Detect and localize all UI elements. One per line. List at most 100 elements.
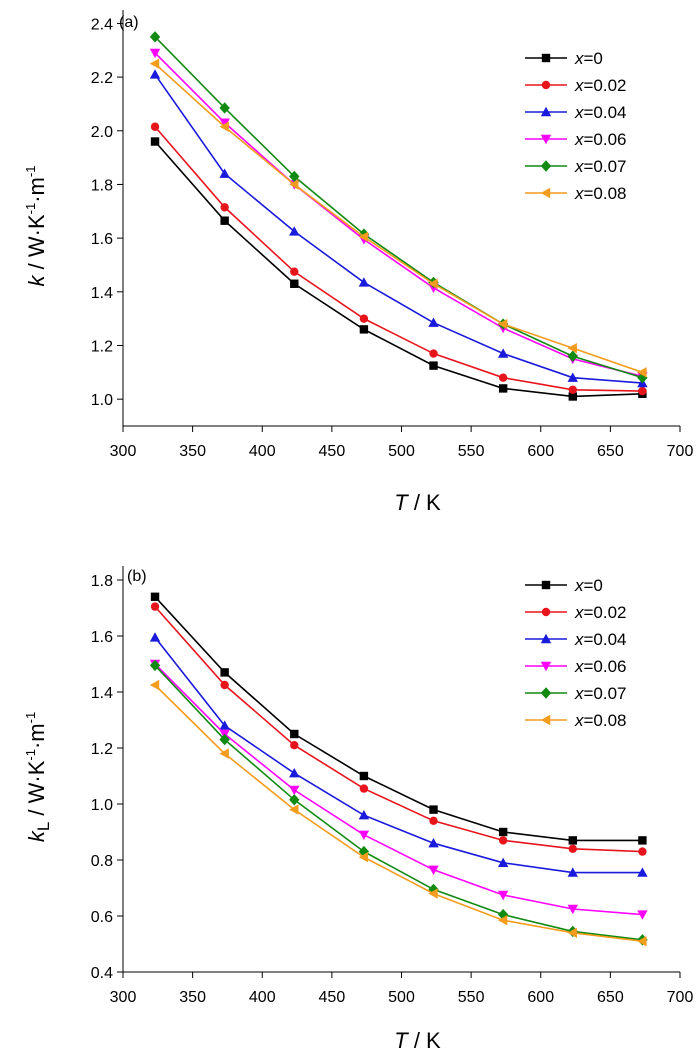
x-axis-label-var: T: [394, 1028, 409, 1053]
series-line: [154, 36, 643, 379]
series-x=0.06: [149, 659, 648, 920]
data-point: [497, 318, 508, 330]
legend-label-var: x: [574, 76, 584, 95]
x-tick-label: 500: [388, 443, 415, 460]
data-point: [150, 122, 160, 131]
data-point: [358, 810, 370, 820]
data-point: [638, 847, 647, 856]
data-point: [150, 137, 160, 146]
series-x=0: [150, 592, 647, 845]
legend-label-var: x: [574, 49, 584, 68]
chart-panel-b: 300 350 400 450 500 550 600 650 700 0.4 0.6 0.8 1.0 1…: [23, 566, 693, 1053]
chart-panel-a: 300 350 400 450 500 550 600 650 700 1.0 1.2 1.4 1.6 1…: [23, 10, 693, 515]
series-line: [154, 606, 643, 853]
y-tick-label: 2.4: [91, 16, 113, 33]
x-tick-label: 700: [667, 443, 694, 460]
legend-label-var: x: [574, 103, 584, 122]
legend-marker: [541, 580, 551, 590]
legend-label-var: x: [574, 711, 584, 730]
series-line: [154, 73, 643, 384]
data-point: [428, 865, 439, 875]
data-point: [568, 385, 577, 394]
legend: x=0x=0.02x=0.04x=0.06x=0.07x=0.08: [525, 576, 627, 730]
legend-marker: [541, 53, 551, 63]
data-point: [498, 384, 508, 393]
legend-label-value: =0.06: [584, 130, 627, 149]
y-axis-label-sup2: -1: [23, 712, 38, 724]
legend-item: x=0.02: [525, 76, 627, 95]
x-tick-label: 300: [110, 443, 137, 460]
data-point: [289, 794, 300, 806]
legend-item: x=0: [525, 576, 603, 595]
data-point: [567, 904, 578, 915]
series-line: [154, 596, 643, 842]
data-point: [219, 720, 230, 730]
data-point: [567, 927, 577, 938]
data-point: [497, 908, 509, 921]
legend-label-var: x: [574, 157, 584, 176]
data-point: [220, 203, 229, 212]
data-point: [568, 844, 577, 853]
data-point: [220, 668, 229, 677]
legend-marker: [540, 160, 552, 172]
data-point: [568, 392, 577, 401]
y-axis-label-var: k: [24, 274, 49, 286]
legend-marker: [540, 633, 552, 644]
x-axis-label-unit: / K: [408, 1028, 441, 1053]
data-point: [428, 317, 439, 327]
series-line: [154, 663, 643, 916]
x-tick-label: 300: [110, 989, 137, 1006]
data-point: [497, 890, 509, 901]
y-tick-label: 1.8: [91, 573, 113, 590]
legend-label: x=0.08: [574, 711, 627, 730]
y-tick-label: 1.2: [91, 741, 113, 758]
x-tick-label: 600: [527, 443, 554, 460]
x-tick-label: 700: [667, 989, 694, 1006]
legend-label: x=0.06: [574, 657, 627, 676]
series-line: [154, 52, 643, 378]
x-axis-label: T / K: [394, 490, 441, 515]
data-point: [290, 267, 299, 276]
data-point: [219, 748, 229, 759]
data-point: [567, 372, 578, 382]
y-tick-label: 0.8: [91, 853, 113, 870]
legend-label-value: =0: [584, 49, 603, 68]
y-tick-label: 1.8: [91, 177, 113, 194]
legend-label-value: =0.02: [584, 603, 627, 622]
data-point: [359, 784, 369, 793]
x-tick-label: 450: [319, 989, 346, 1006]
data-point: [497, 857, 509, 867]
data-point: [149, 69, 161, 79]
legend-marker: [540, 661, 552, 672]
legend-item: x=0.06: [525, 130, 627, 149]
legend-item: x=0.08: [525, 184, 627, 203]
legend-label-var: x: [574, 630, 584, 649]
data-point: [358, 830, 370, 840]
data-point: [638, 836, 647, 845]
y-axis-label-unit: / W·K: [24, 760, 49, 821]
y-axis-label-sub: L: [34, 822, 53, 831]
series-x=0.08: [149, 58, 647, 378]
series-x=0.07: [149, 659, 648, 946]
data-point: [568, 836, 577, 845]
legend-label: x=0.07: [574, 684, 627, 703]
series-x=0.04: [149, 69, 648, 388]
data-point: [428, 278, 438, 289]
data-point: [428, 888, 438, 899]
x-axis-label-unit: / K: [408, 490, 441, 515]
data-point: [150, 592, 160, 601]
legend-label-value: =0.07: [584, 157, 627, 176]
y-axis-label: kL / W·K-1·m-1: [23, 712, 53, 842]
legend-marker: [541, 607, 551, 617]
data-point: [637, 867, 648, 877]
panel-label: (a): [119, 14, 139, 31]
x-tick-label: 600: [527, 989, 554, 1006]
data-point: [567, 342, 577, 354]
y-axis-label-sup: -1: [23, 749, 38, 761]
data-point: [498, 836, 508, 845]
legend-label-value: =0.08: [584, 711, 627, 730]
legend-label-value: =0.04: [584, 103, 627, 122]
legend-item: x=0.07: [525, 684, 627, 703]
data-point: [428, 838, 439, 848]
